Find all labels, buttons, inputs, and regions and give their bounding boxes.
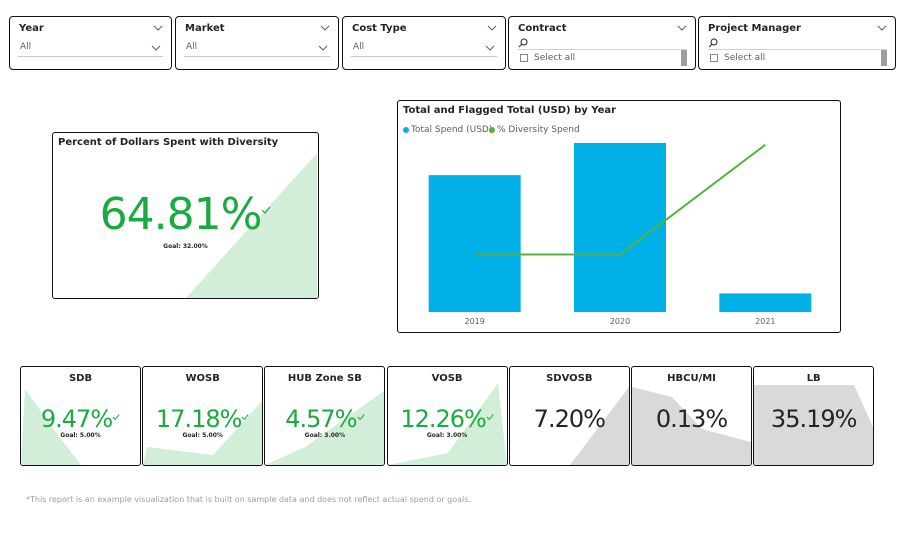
x-tick-label: 2021 (755, 317, 775, 326)
chevron-down-icon[interactable] (877, 23, 887, 33)
kpi-value: 7.20% (533, 405, 606, 433)
trend-area-background (569, 387, 629, 465)
diversity-percent-card[interactable]: Percent of Dollars Spent with Diversity … (52, 132, 319, 299)
trend-area-background (632, 387, 751, 465)
project-manager-list[interactable]: Select all (708, 49, 887, 68)
kpi-title: WOSB (185, 373, 220, 384)
kpi-card[interactable]: SDB 9.47% Goal: 5.00% (20, 366, 141, 466)
search-icon[interactable] (518, 38, 528, 48)
x-tick-label: 2020 (610, 317, 630, 326)
select-all-checkbox[interactable] (710, 54, 718, 62)
legend-marker-total-spend (403, 126, 409, 133)
legend-diversity-spend[interactable]: % Diversity Spend (489, 125, 580, 135)
cost-type-dropdown-value: All (353, 42, 365, 52)
chevron-down-icon[interactable] (320, 23, 330, 33)
kpi-card[interactable]: HUB Zone SB 4.57% Goal: 3.00% (264, 366, 386, 466)
market-dropdown-value: All (186, 42, 198, 52)
chevron-down-icon[interactable] (677, 23, 687, 33)
chevron-down-icon[interactable] (151, 43, 161, 53)
footnote: *This report is an example visualization… (26, 495, 471, 504)
x-tick-label: 2019 (464, 317, 484, 326)
legend-total-spend[interactable]: Total Spend (USD) (403, 125, 492, 135)
trend-area-background (143, 401, 263, 465)
card-title: Percent of Dollars Spent with Diversity (58, 137, 279, 148)
chevron-down-icon[interactable] (318, 43, 328, 53)
select-all-checkbox[interactable] (520, 54, 528, 62)
bar-2019[interactable] (428, 175, 521, 312)
cost-type-dropdown[interactable]: All (351, 39, 497, 57)
kpi-value: 64.81% (53, 189, 318, 240)
contract-list[interactable]: Select all (518, 49, 687, 68)
year-slicer-title: Year (19, 23, 44, 34)
select-all-label[interactable]: Select all (534, 53, 576, 63)
project-manager-slicer-title: Project Manager (708, 23, 801, 34)
kpi-card[interactable]: SDVOSB 7.20% (508, 366, 630, 466)
kpi-value: 17.18% (143, 405, 262, 433)
trend-area-background (754, 385, 874, 465)
chevron-down-icon[interactable] (153, 23, 163, 33)
select-all-label[interactable]: Select all (724, 53, 766, 63)
kpi-goal: Goal: 5.00% (60, 432, 101, 439)
kpi-card[interactable]: VOSB 12.26% Goal: 3.00% (386, 366, 508, 466)
contract-slicer-title: Contract (518, 23, 567, 34)
contract-slicer[interactable]: Contract Select all (508, 16, 696, 70)
kpi-value: 9.47% (21, 405, 140, 433)
market-slicer[interactable]: Market All (175, 16, 339, 70)
scrollbar[interactable] (681, 50, 687, 66)
year-dropdown[interactable]: All (18, 39, 163, 57)
kpi-title: LB (806, 373, 821, 384)
kpi-title: SDB (68, 373, 93, 384)
kpi-title: HBCU/MI (667, 373, 716, 384)
chart-title: Total and Flagged Total (USD) by Year (403, 105, 617, 116)
check-icon (356, 414, 365, 421)
bar-2021[interactable] (719, 293, 812, 312)
trend-area-background (387, 383, 507, 465)
check-icon (112, 414, 120, 421)
kpi-value: 0.13% (655, 405, 728, 433)
market-slicer-title: Market (185, 23, 225, 34)
check-icon (261, 206, 271, 214)
spend-by-year-chart[interactable]: Total and Flagged Total (USD) by Year 20… (397, 100, 841, 333)
kpi-title: HUB Zone SB (287, 373, 362, 384)
kpi-card[interactable]: HBCU/MI 0.13% (631, 366, 752, 466)
kpi-title: VOSB (431, 373, 463, 384)
kpi-goal: Goal: 32.00% (163, 243, 208, 250)
chevron-down-icon[interactable] (487, 23, 497, 33)
legend-marker-diversity-spend (489, 126, 495, 133)
kpi-title: SDVOSB (546, 373, 593, 384)
cost-type-slicer-title: Cost Type (352, 23, 407, 34)
chevron-down-icon[interactable] (485, 43, 495, 53)
check-icon (241, 414, 250, 421)
kpi-value: 4.57% (265, 405, 384, 433)
kpi-card[interactable]: LB 35.19% (753, 366, 875, 466)
market-dropdown[interactable]: All (184, 39, 330, 57)
trend-area-background (186, 153, 317, 298)
kpi-value: 35.19% (770, 405, 858, 433)
kpi-value: 12.26% (388, 405, 507, 433)
kpi-goal: Goal: 3.00% (304, 432, 346, 439)
check-icon (486, 414, 494, 421)
search-icon[interactable] (708, 38, 718, 48)
kpi-card[interactable]: WOSB 17.18% Goal: 5.00% (142, 366, 264, 466)
cost-type-slicer[interactable]: Cost Type All (342, 16, 506, 70)
project-manager-slicer[interactable]: Project Manager Select all (698, 16, 896, 70)
scrollbar[interactable] (881, 50, 887, 66)
bar-2020[interactable] (574, 143, 666, 312)
year-dropdown-value: All (20, 42, 32, 52)
kpi-goal: Goal: 5.00% (182, 432, 223, 439)
trend-area-background (21, 389, 81, 465)
kpi-goal: Goal: 3.00% (426, 432, 468, 439)
trend-area-background (265, 391, 385, 465)
chart-plot[interactable]: 2019 2020 2021 (398, 101, 841, 333)
year-slicer[interactable]: Year All (9, 16, 172, 70)
